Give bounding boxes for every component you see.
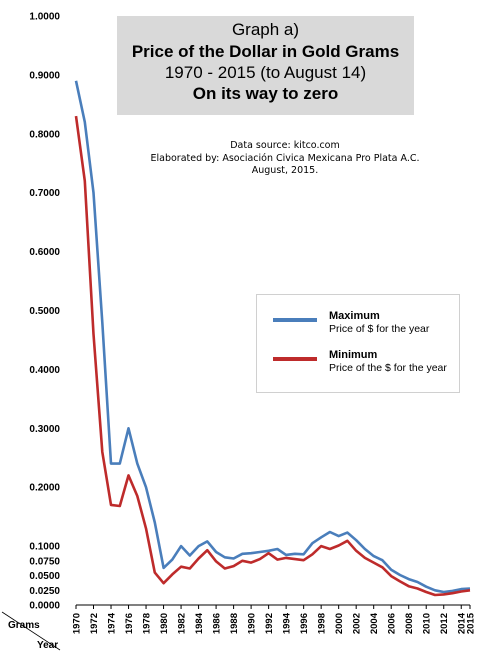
x-tick-label: 2012	[439, 613, 450, 634]
x-tick-label: 1982	[177, 613, 188, 634]
x-tick-label: 1974	[107, 612, 118, 634]
legend-desc-minimum: Price of the $ for the year	[329, 362, 447, 374]
series-lines	[74, 80, 471, 597]
y-tick-label: 0.5000	[29, 306, 60, 317]
x-tick-label: 2006	[387, 613, 398, 634]
chart-title-line2: Price of the Dollar in Gold Grams	[131, 42, 400, 61]
x-tick-label: 1970	[72, 613, 83, 634]
y-tick-label: 0.9000	[29, 70, 60, 81]
y-tick-label: 0.0000	[29, 601, 60, 612]
legend-desc-maximum: Price of $ for the year	[329, 323, 430, 335]
y-tick-label: 0.7000	[29, 188, 60, 199]
data-source-note: Data source: kitco.com Elaborated by: As…	[135, 140, 435, 178]
x-tick-label: 1992	[264, 613, 275, 634]
y-tick-label: 0.1000	[29, 542, 60, 553]
y-tick-label: 0.8000	[29, 129, 60, 140]
y-tick-label: 0.6000	[29, 247, 60, 258]
x-axis-ticks: 1970 1972 1974 1976 1978 1980 1982 1984 1986 1988…	[72, 605, 477, 634]
legend-swatch-minimum	[273, 357, 317, 361]
x-axis-label: Year	[37, 640, 58, 651]
x-tick-label: 1996	[299, 613, 310, 634]
y-tick-label: 0.0500	[29, 571, 60, 582]
legend-swatch-maximum	[273, 318, 317, 322]
x-tick-label: 1988	[229, 613, 240, 634]
source-line3: August, 2015.	[251, 165, 319, 176]
x-tick-label: 2008	[404, 613, 415, 634]
x-tick-label: 1976	[124, 613, 135, 634]
chart-title-line4: On its way to zero	[192, 84, 339, 103]
source-line2: Elaborated by: Asociación Civica Mexican…	[150, 152, 420, 164]
y-tick-label: 0.2000	[29, 483, 60, 494]
chart-title-box: Graph a) Price of the Dollar in Gold Gra…	[117, 16, 414, 115]
y-tick-label: 0.0750	[29, 556, 60, 567]
x-tick-label: 2000	[334, 613, 345, 634]
chart-legend: Maximum Price of $ for the year Minimum …	[256, 294, 460, 393]
legend-name-minimum: Minimum	[329, 349, 378, 361]
chart-title-line3: 1970 - 2015 (to August 14)	[164, 63, 367, 82]
y-tick-label: 0.4000	[29, 365, 60, 376]
y-tick-label: 1.0000	[29, 12, 60, 23]
x-tick-label: 2015	[466, 612, 477, 634]
y-axis-label: Grams	[8, 620, 40, 631]
x-tick-label: 1990	[247, 613, 258, 634]
x-tick-label: 1998	[317, 613, 328, 634]
x-tick-label: 1994	[282, 612, 293, 634]
y-axis-ticks: 1.0000 0.9000 0.8000 0.7000 0.6000 0.5000 0.40…	[29, 12, 60, 612]
x-tick-label: 2004	[369, 612, 380, 634]
axis-corner-divider	[1, 611, 61, 651]
x-tick-label: 1978	[142, 613, 153, 634]
x-tick-label: 2014	[457, 612, 468, 634]
x-tick-label: 2010	[422, 613, 433, 634]
x-tick-label: 2002	[352, 613, 363, 634]
series-line-minimum	[74, 115, 471, 597]
chart-title-line1: Graph a)	[231, 20, 300, 39]
x-tick-label: 1980	[159, 613, 170, 634]
legend-name-maximum: Maximum	[329, 310, 380, 322]
y-tick-label: 0.3000	[29, 424, 60, 435]
x-tick-label: 1984	[194, 612, 205, 634]
x-tick-label: 1986	[212, 613, 223, 634]
source-line1: Data source: kitco.com	[230, 140, 340, 151]
y-tick-label: 0.0250	[29, 586, 60, 597]
series-line-maximum	[74, 80, 471, 594]
x-tick-label: 1972	[89, 613, 100, 634]
